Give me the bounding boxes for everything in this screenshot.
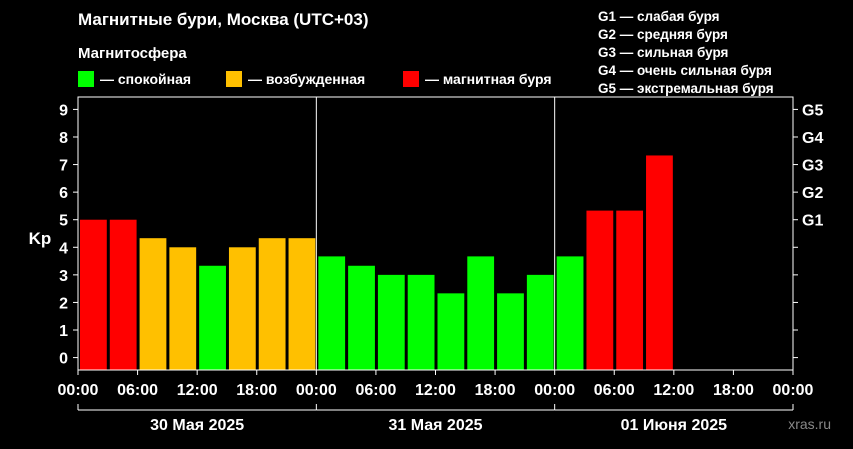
y-tick-label: 1 xyxy=(59,323,68,340)
kp-bar xyxy=(228,247,256,370)
axes-group: 0 1 2 3 4 5 6 7 8 9 G1 G2 G3 G4 G5 Kp 00:00 06:00 12:00 18:… xyxy=(29,96,823,434)
y-axis-label: Kp xyxy=(29,229,52,248)
kp-bar xyxy=(348,265,375,370)
g-legend-g3: G3 — сильная буря xyxy=(598,45,729,60)
g-tick-label: G4 xyxy=(802,130,823,147)
x-tick-label: 00:00 xyxy=(773,382,814,399)
x-tick-label: 18:00 xyxy=(713,382,754,399)
y-tick-label: 5 xyxy=(59,213,68,230)
g-tick-label: G5 xyxy=(802,102,823,119)
x-tick-label: 06:00 xyxy=(594,382,635,399)
chart-subtitle: Магнитосфера xyxy=(78,45,187,62)
day-label: 31 Мая 2025 xyxy=(388,417,482,434)
legend-swatch-quiet xyxy=(78,71,94,87)
g-tick-label: G3 xyxy=(802,158,823,175)
kp-bar xyxy=(258,238,286,370)
day-label: 01 Июня 2025 xyxy=(621,417,728,434)
g-scale-legend: G1 — слабая буря G2 — средняя буря G3 — … xyxy=(598,8,774,98)
x-tick-label: 00:00 xyxy=(58,382,99,399)
kp-bar xyxy=(556,256,584,370)
x-tick-label: 06:00 xyxy=(117,382,158,399)
kp-bar xyxy=(318,256,346,370)
x-tick-label: 06:00 xyxy=(355,382,396,399)
y-tick-label: 9 xyxy=(59,102,68,119)
kp-bar xyxy=(139,238,167,370)
kp-bar xyxy=(377,274,405,370)
g-legend-g1: G1 — слабая буря xyxy=(598,9,720,24)
kp-bar xyxy=(407,274,435,370)
day-label: 30 Мая 2025 xyxy=(150,417,244,434)
kp-bar xyxy=(646,155,673,370)
y-tick-label: 2 xyxy=(59,295,68,312)
legend-swatch-storm xyxy=(403,71,419,87)
kp-bar xyxy=(616,210,644,370)
g-legend-g2: G2 — средняя буря xyxy=(598,27,728,42)
kp-bar xyxy=(109,219,137,370)
g-legend-g4: G4 — очень сильная буря xyxy=(598,63,772,78)
legend-swatch-unsettled xyxy=(226,71,242,87)
y-tick-label: 0 xyxy=(59,351,68,368)
y-tick-label: 8 xyxy=(59,130,68,147)
kp-bar xyxy=(80,219,107,370)
kp-bar xyxy=(437,293,465,370)
kp-bar xyxy=(497,293,524,370)
y-tick-label: 6 xyxy=(59,185,68,202)
legend-item-storm: — магнитная буря xyxy=(403,71,552,87)
x-tick-label: 12:00 xyxy=(415,382,456,399)
x-tick-label: 12:00 xyxy=(653,382,694,399)
legend-item-quiet: — спокойная xyxy=(78,71,191,87)
kp-bar xyxy=(526,274,554,370)
kp-bar xyxy=(586,210,614,370)
chart-title: Магнитные бури, Москва (UTC+03) xyxy=(78,10,369,29)
kp-bar xyxy=(467,256,495,370)
kp-bar xyxy=(288,238,316,370)
y-tick-label: 3 xyxy=(59,268,68,285)
kp-bar xyxy=(169,247,197,370)
g-tick-label: G1 xyxy=(802,213,823,230)
g-tick-label: G2 xyxy=(802,185,823,202)
kp-bar xyxy=(199,265,226,370)
legend-item-unsettled: — возбужденная xyxy=(226,71,365,87)
x-tick-label: 00:00 xyxy=(296,382,337,399)
y-tick-label: 4 xyxy=(59,240,68,257)
bars-group xyxy=(80,155,673,370)
g-legend-g5: G5 — экстремальная буря xyxy=(598,81,774,96)
legend-label-storm: — магнитная буря xyxy=(425,71,552,87)
legend-label-unsettled: — возбужденная xyxy=(248,71,366,87)
x-tick-label: 18:00 xyxy=(475,382,516,399)
x-tick-label: 12:00 xyxy=(177,382,218,399)
x-tick-label: 18:00 xyxy=(236,382,277,399)
x-tick-label: 00:00 xyxy=(534,382,575,399)
watermark: xras.ru xyxy=(788,416,831,432)
y-tick-label: 7 xyxy=(59,158,68,175)
legend-label-quiet: — спокойная xyxy=(100,71,192,87)
